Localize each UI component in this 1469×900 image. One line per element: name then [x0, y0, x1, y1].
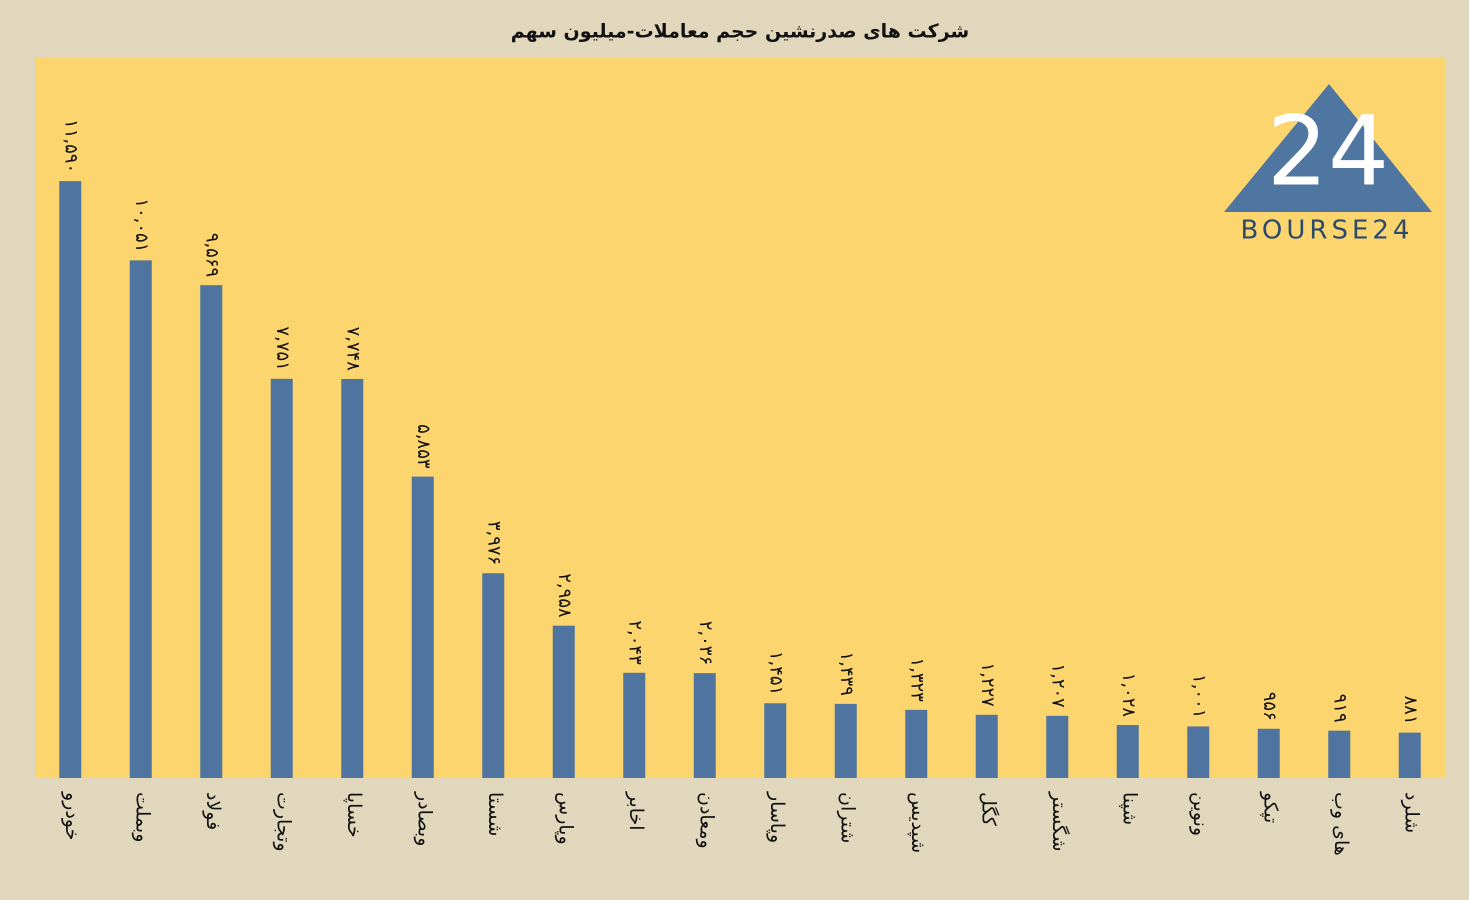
value-label: ۱,۳۲۳: [906, 657, 927, 702]
x-tick-label: شتران: [836, 792, 858, 843]
bar: [552, 625, 575, 778]
value-label: ۱,۲۲۷: [977, 662, 998, 707]
logo-mark: 24: [1267, 95, 1389, 207]
x-tick-label: وبملت: [131, 792, 153, 842]
value-label: ۹,۵۶۹: [201, 233, 222, 277]
bar: [270, 378, 293, 778]
value-label: ۷,۷۵۱: [272, 326, 293, 370]
bar: [1257, 728, 1280, 778]
value-label: ۹۱۹: [1329, 694, 1350, 723]
bar: [834, 703, 857, 778]
x-tick-label: شپدیس: [907, 792, 929, 853]
x-tick-label: شستا: [484, 792, 506, 836]
value-label: ۱,۰۲۸: [1118, 673, 1139, 718]
bar: [482, 573, 505, 778]
value-label: ۷,۷۴۸: [342, 327, 363, 372]
bar: [1116, 725, 1139, 778]
x-tick-label: فولاد: [202, 792, 224, 830]
x-tick-label: شلرد: [1400, 792, 1422, 833]
x-tick-label: وپاسار: [766, 791, 788, 843]
bar: [1398, 732, 1421, 778]
value-label: ۹۵۶: [1259, 692, 1280, 721]
bar: [129, 260, 152, 778]
logo: 24 BOURSE24: [1224, 84, 1432, 246]
x-tick-label: شگستر: [1048, 791, 1071, 852]
x-tick-label: وبصادر: [413, 791, 435, 846]
bar: [341, 378, 364, 778]
x-tick-label: ومعادن: [695, 792, 717, 849]
bar: [59, 181, 82, 779]
x-tick-label: خساپا: [343, 792, 365, 838]
bar: [1187, 726, 1210, 778]
bar: [1328, 730, 1351, 778]
bar: [623, 672, 646, 778]
bar: [693, 673, 716, 778]
value-label: ۱,۰۰۱: [1188, 674, 1209, 718]
value-label: ۲,۹۵۸: [554, 573, 575, 618]
x-tick-label: تپکو: [1259, 791, 1281, 823]
bar: [905, 709, 928, 778]
bar: [200, 285, 223, 778]
plot-area: [35, 57, 1445, 778]
value-label: ۱,۴۵۱: [765, 651, 786, 695]
x-tick-label: کگل: [977, 792, 1000, 827]
chart-title: شرکت های صدرنشین حجم معاملات-میلیون سهم: [511, 21, 969, 43]
bar: [975, 714, 998, 778]
x-tick-label: وپارس: [554, 792, 576, 845]
x-tick-label: اخابر: [625, 791, 647, 831]
x-tick-label: وتجارت: [272, 792, 294, 852]
value-label: ۱۰,۰۵۱: [131, 198, 152, 252]
value-label: ۲,۰۳۶: [695, 621, 716, 665]
value-label: ۳,۹۷۶: [483, 521, 504, 565]
x-tick-label: شپنا: [1118, 792, 1140, 825]
value-label: ۱,۲۰۷: [1047, 663, 1068, 708]
logo-text: BOURSE24: [1241, 216, 1414, 246]
logo-triangle: [1224, 84, 1432, 212]
value-label: ۱,۴۳۹: [836, 651, 857, 695]
value-label: ۸۸۱: [1400, 696, 1421, 725]
value-label: ۵,۸۵۳: [413, 424, 434, 469]
x-tick-label: ونوین: [1189, 792, 1211, 836]
x-tick-label: های وب: [1330, 792, 1352, 856]
bar: [411, 476, 434, 778]
x-tick-label: خودرو: [61, 791, 83, 840]
value-label: ۱۱,۵۹۰: [60, 119, 81, 173]
bar: [1046, 715, 1069, 778]
value-label: ۲,۰۴۳: [624, 620, 645, 665]
bar: [764, 703, 787, 778]
